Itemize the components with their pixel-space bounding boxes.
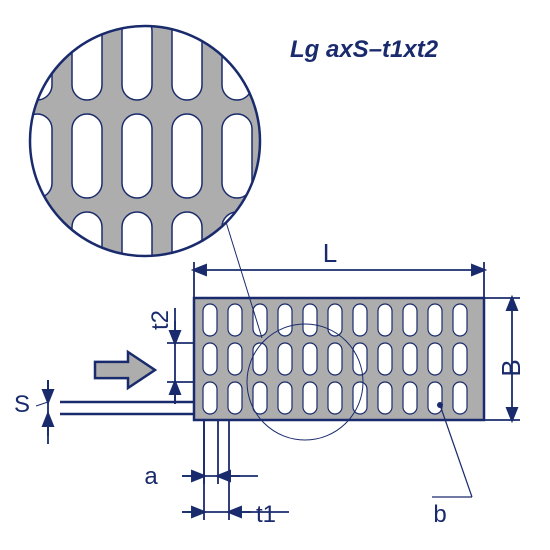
diagram-canvas: L Ba t1 t2 Sb (0, 0, 550, 550)
svg-text:b: b (433, 501, 446, 528)
svg-text:t1: t1 (256, 501, 276, 528)
svg-text:t2: t2 (147, 310, 174, 330)
side-view-thickness (60, 402, 194, 414)
svg-text:S: S (14, 391, 30, 418)
direction-arrow-icon (95, 352, 155, 388)
svg-text:B: B (496, 359, 526, 376)
formula-title: Lg axS–t1xt2 (290, 36, 438, 64)
perforated-sheet (194, 298, 484, 420)
svg-text:L: L (323, 238, 337, 268)
svg-text:a: a (144, 463, 158, 490)
